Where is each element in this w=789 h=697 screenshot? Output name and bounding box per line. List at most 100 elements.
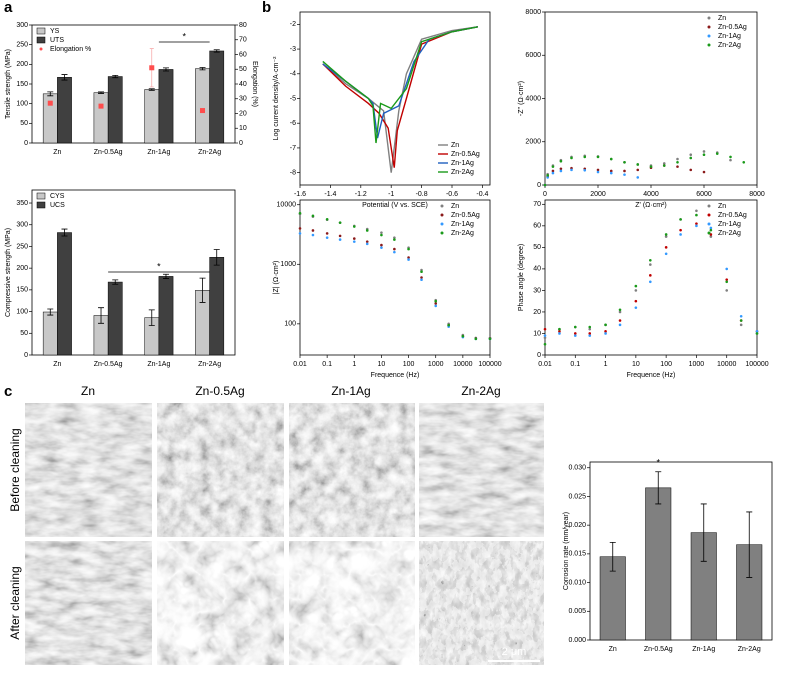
y-tick-label: 0.025 [568,493,586,500]
point [742,160,746,164]
point [634,289,638,292]
y2-tick-label: 40 [239,81,247,88]
point [609,169,613,173]
x-axis-title: Z' (Ω·cm²) [635,202,666,209]
point [729,155,732,159]
point [380,233,383,237]
panel-label: c [4,383,12,400]
point [583,168,587,172]
point [604,330,607,333]
point [679,218,682,221]
error-bar [148,88,155,91]
point [588,334,592,337]
point [447,323,450,327]
error-bar [162,67,169,72]
y-tick-label: 300 [16,222,28,229]
point [559,167,563,171]
series-line [322,26,478,168]
point [636,168,640,172]
legend-swatch [39,47,43,51]
error-bar [199,277,206,303]
point [618,319,622,322]
point [739,319,743,322]
bar [107,76,123,144]
y-tick-label: 0 [537,352,541,359]
y-tick-label: 150 [16,81,28,88]
y-axis-title: -Z'' (Ω·cm²) [518,81,525,116]
y-tick-label: 0.000 [568,637,586,644]
legend-swatch [36,27,46,35]
column-label: Zn-1Ag [331,384,370,398]
plot-frame [544,199,758,356]
y-tick-label: 0 [24,140,28,147]
micrograph [419,541,544,665]
legend-label: Elongation % [50,46,91,53]
x-tick-label: 8000 [749,191,765,198]
point [352,240,356,243]
point [298,232,302,235]
x-tick-label: Zn-0.5Ag [644,646,673,653]
point [649,165,653,168]
point [679,233,682,236]
point [662,162,666,165]
y2-tick-label: 50 [239,66,247,73]
panel-label: a [4,0,13,16]
y-tick-label: -6 [290,120,296,127]
point [380,231,383,234]
plot-frame [589,461,773,641]
y-tick-label: 30 [533,287,541,294]
point [588,325,592,329]
legend-label: CYS [50,193,65,200]
point [558,330,561,333]
legend-swatch [440,204,444,208]
x-tick-label: 4000 [643,191,659,198]
point [725,278,729,281]
y-tick-label: 8000 [525,9,541,16]
legend-swatch [440,222,444,226]
bar [57,77,72,144]
bar [209,257,225,356]
point [623,169,626,173]
micrograph [419,403,544,537]
micrograph [289,541,415,665]
point [689,168,693,172]
y-tick-label: 20 [533,309,541,316]
micrograph [25,541,152,665]
error-bar [700,503,707,562]
point [559,159,563,163]
point [543,327,547,331]
point [604,323,607,327]
plot-frame [299,199,491,356]
point [298,211,302,215]
y2-tick-label: 80 [239,22,247,29]
point [365,242,369,246]
point [676,160,679,164]
x-tick-label: 10 [632,361,640,368]
point [725,267,729,271]
micrograph [157,403,284,537]
y2-tick-label: 0 [239,140,243,147]
point [573,325,577,329]
point [551,171,555,175]
annotation: * [656,457,660,467]
x-tick-label: 10000 [453,361,473,368]
point [623,160,626,164]
error-bar [61,74,68,81]
error-bar [112,279,119,285]
legend-swatch [707,204,711,208]
legend-label: Zn-1Ag [451,160,474,167]
x-tick-label: -1 [388,191,394,198]
point [725,289,729,292]
y-axis-title: |Z| (Ω·cm²) [273,261,280,295]
bar [736,544,763,641]
y-tick-label: 0.020 [568,522,586,529]
bar [57,232,72,356]
error-bar [655,471,662,505]
x-tick-label: 100 [660,361,672,368]
error-bar [162,273,169,279]
error-bar [199,67,206,71]
y-tick-label: 0.010 [568,579,586,586]
legend-swatch [36,201,46,209]
x-axis-title: Potential (V vs. SCE) [362,202,428,209]
point [407,258,410,261]
